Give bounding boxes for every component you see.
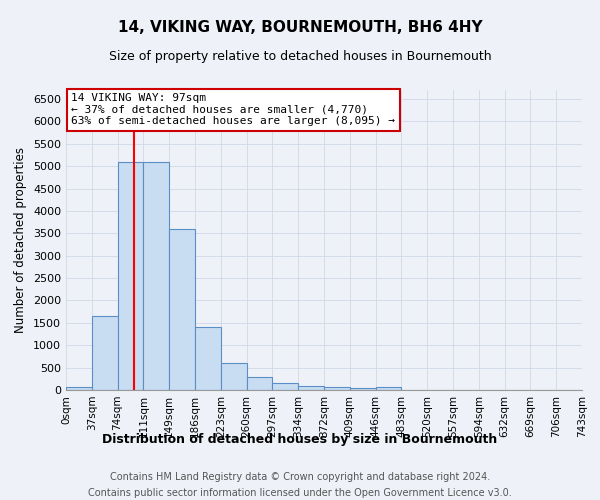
Bar: [298, 386, 324, 390]
Y-axis label: Number of detached properties: Number of detached properties: [14, 147, 28, 333]
Bar: [118, 162, 143, 390]
Bar: [66, 386, 92, 390]
Text: Contains public sector information licensed under the Open Government Licence v3: Contains public sector information licen…: [88, 488, 512, 498]
Bar: [169, 229, 195, 390]
Text: 14, VIKING WAY, BOURNEMOUTH, BH6 4HY: 14, VIKING WAY, BOURNEMOUTH, BH6 4HY: [118, 20, 482, 35]
Bar: [350, 388, 376, 390]
Bar: [324, 386, 350, 390]
Text: Size of property relative to detached houses in Bournemouth: Size of property relative to detached ho…: [109, 50, 491, 63]
Bar: [143, 162, 169, 390]
Bar: [376, 386, 401, 390]
Text: 14 VIKING WAY: 97sqm
← 37% of detached houses are smaller (4,770)
63% of semi-de: 14 VIKING WAY: 97sqm ← 37% of detached h…: [71, 93, 395, 126]
Bar: [221, 363, 247, 390]
Bar: [195, 328, 221, 390]
Bar: [272, 384, 298, 390]
Bar: [92, 316, 118, 390]
Text: Contains HM Land Registry data © Crown copyright and database right 2024.: Contains HM Land Registry data © Crown c…: [110, 472, 490, 482]
Bar: [247, 376, 272, 390]
Text: Distribution of detached houses by size in Bournemouth: Distribution of detached houses by size …: [103, 432, 497, 446]
